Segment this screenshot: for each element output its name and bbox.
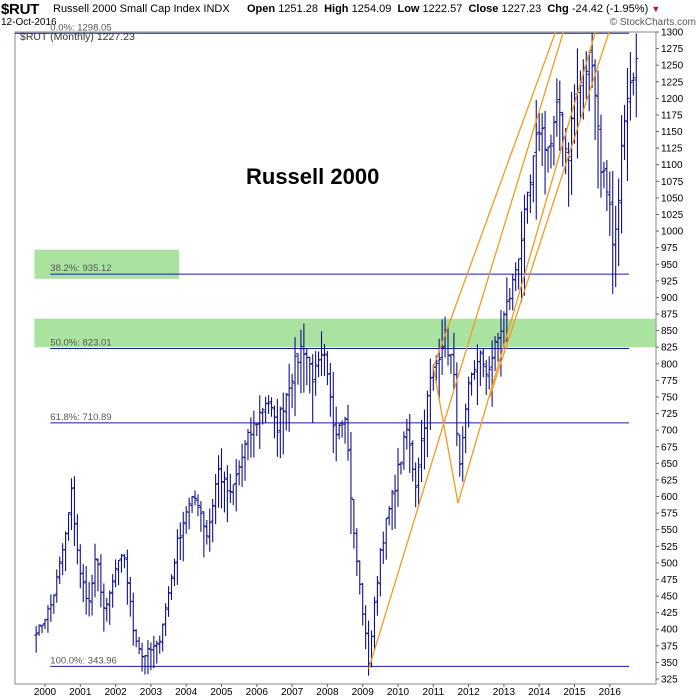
y-tick-label: 775 (661, 376, 678, 387)
quote-date: 12-Oct-2016 (1, 17, 57, 28)
fib-level-label: 100.0%: 343.96 (50, 655, 117, 666)
price-bars (34, 33, 639, 676)
open-label: Open (247, 3, 276, 15)
fib-level-label: 50.0%: 823.01 (50, 338, 111, 349)
index-description: Russell 2000 Small Cap Index INDX (53, 3, 230, 15)
y-tick-label: 1075 (661, 177, 684, 188)
trendline (368, 32, 565, 670)
y-tick-label: 1250 (661, 61, 684, 72)
trendline (432, 367, 459, 504)
ohlc-summary: Open 1251.28 High 1254.09 Low 1222.57 Cl… (247, 3, 660, 15)
low-label: Low (397, 3, 420, 15)
x-tick-label: 2009 (352, 687, 375, 698)
y-tick-label: 450 (661, 592, 678, 603)
down-arrow-icon: ▼ (651, 4, 661, 14)
y-tick-label: 1225 (661, 77, 684, 88)
y-tick-label: 1175 (661, 110, 683, 121)
y-tick-label: 975 (661, 243, 678, 254)
y-tick-label: 800 (661, 359, 678, 370)
y-tick-label: 350 (661, 658, 678, 669)
y-tick-label: 1025 (661, 210, 684, 221)
x-tick-label: 2000 (34, 687, 57, 698)
chart-legend: $RUT (Monthly) 1227.23 (20, 31, 135, 43)
symbol: $RUT (1, 1, 39, 18)
open-value: 1251.28 (278, 3, 318, 15)
x-tick-label: 2008 (316, 687, 339, 698)
y-axis: 325 350 375 400 425 450 475 500 525 550 575 600 625 6… (656, 28, 684, 686)
y-tick-label: 825 (661, 343, 678, 354)
y-tick-label: 750 (661, 392, 678, 403)
close-value: 1227.23 (501, 3, 542, 15)
y-tick-label: 475 (661, 575, 678, 586)
y-tick-label: 1300 (661, 28, 684, 39)
support-zone (34, 318, 656, 348)
y-tick-label: 1125 (661, 144, 683, 155)
chart-header: $RUT Russell 2000 Small Cap Index INDX 1… (0, 0, 700, 30)
y-tick-label: 875 (661, 310, 678, 321)
high-value: 1254.09 (351, 3, 392, 15)
y-tick-label: 550 (661, 525, 678, 536)
x-tick-label: 2001 (69, 687, 92, 698)
y-tick-label: 600 (661, 492, 678, 503)
y-tick-label: 675 (661, 442, 678, 453)
fib-level-label: 0.0%: 1298.05 (50, 22, 111, 33)
y-tick-label: 400 (661, 625, 678, 636)
fib-level-label: 61.8%: 710.89 (50, 412, 111, 423)
x-tick-label: 2002 (104, 687, 127, 698)
y-tick-label: 925 (661, 276, 678, 287)
trendline (489, 32, 610, 398)
x-tick-label: 2015 (563, 687, 586, 698)
plot-frame (14, 31, 657, 685)
trendline (457, 32, 597, 504)
x-axis: 2000 2001 2002 2003 2004 2005 2006 2007 2008 2009… (34, 684, 621, 698)
y-tick-label: 1050 (661, 193, 684, 204)
y-tick-label: 1150 (661, 127, 683, 138)
x-tick-label: 2010 (387, 687, 410, 698)
y-tick-label: 650 (661, 459, 678, 470)
x-tick-label: 2016 (599, 687, 622, 698)
trendline (432, 32, 557, 368)
x-tick-label: 2005 (210, 687, 233, 698)
y-tick-label: 1200 (661, 94, 684, 105)
y-tick-label: 375 (661, 641, 678, 652)
chart-title: Russell 2000 (246, 164, 379, 189)
x-tick-label: 2006 (246, 687, 269, 698)
y-tick-label: 1275 (661, 44, 684, 55)
y-tick-label: 525 (661, 542, 678, 553)
x-tick-label: 2013 (493, 687, 516, 698)
y-tick-label: 500 (661, 558, 678, 569)
close-label: Close (468, 3, 499, 15)
y-tick-label: 950 (661, 260, 678, 271)
y-tick-label: 700 (661, 426, 678, 437)
x-tick-label: 2011 (423, 687, 445, 698)
y-tick-label: 900 (661, 293, 678, 304)
y-tick-label: 425 (661, 608, 678, 619)
x-tick-label: 2014 (528, 687, 551, 698)
trendlines (368, 32, 610, 670)
x-tick-label: 2012 (457, 687, 480, 698)
y-tick-label: 325 (661, 675, 678, 686)
y-tick-label: 850 (661, 326, 678, 337)
y-tick-label: 1000 (661, 227, 684, 238)
y-tick-label: 575 (661, 509, 678, 520)
fib-level-label: 38.2%: 935.12 (50, 263, 111, 274)
change-value: -24.42 (-1.95%) (571, 3, 649, 15)
y-tick-label: 725 (661, 409, 678, 420)
x-tick-label: 2003 (140, 687, 163, 698)
low-value: 1222.57 (422, 3, 463, 15)
x-tick-label: 2007 (281, 687, 304, 698)
change-label: Chg (547, 3, 569, 15)
y-tick-label: 1100 (661, 160, 683, 171)
y-tick-label: 625 (661, 475, 678, 486)
brand-watermark: © StockCharts.com (609, 17, 696, 28)
x-tick-label: 2004 (175, 687, 198, 698)
high-label: High (324, 3, 349, 15)
